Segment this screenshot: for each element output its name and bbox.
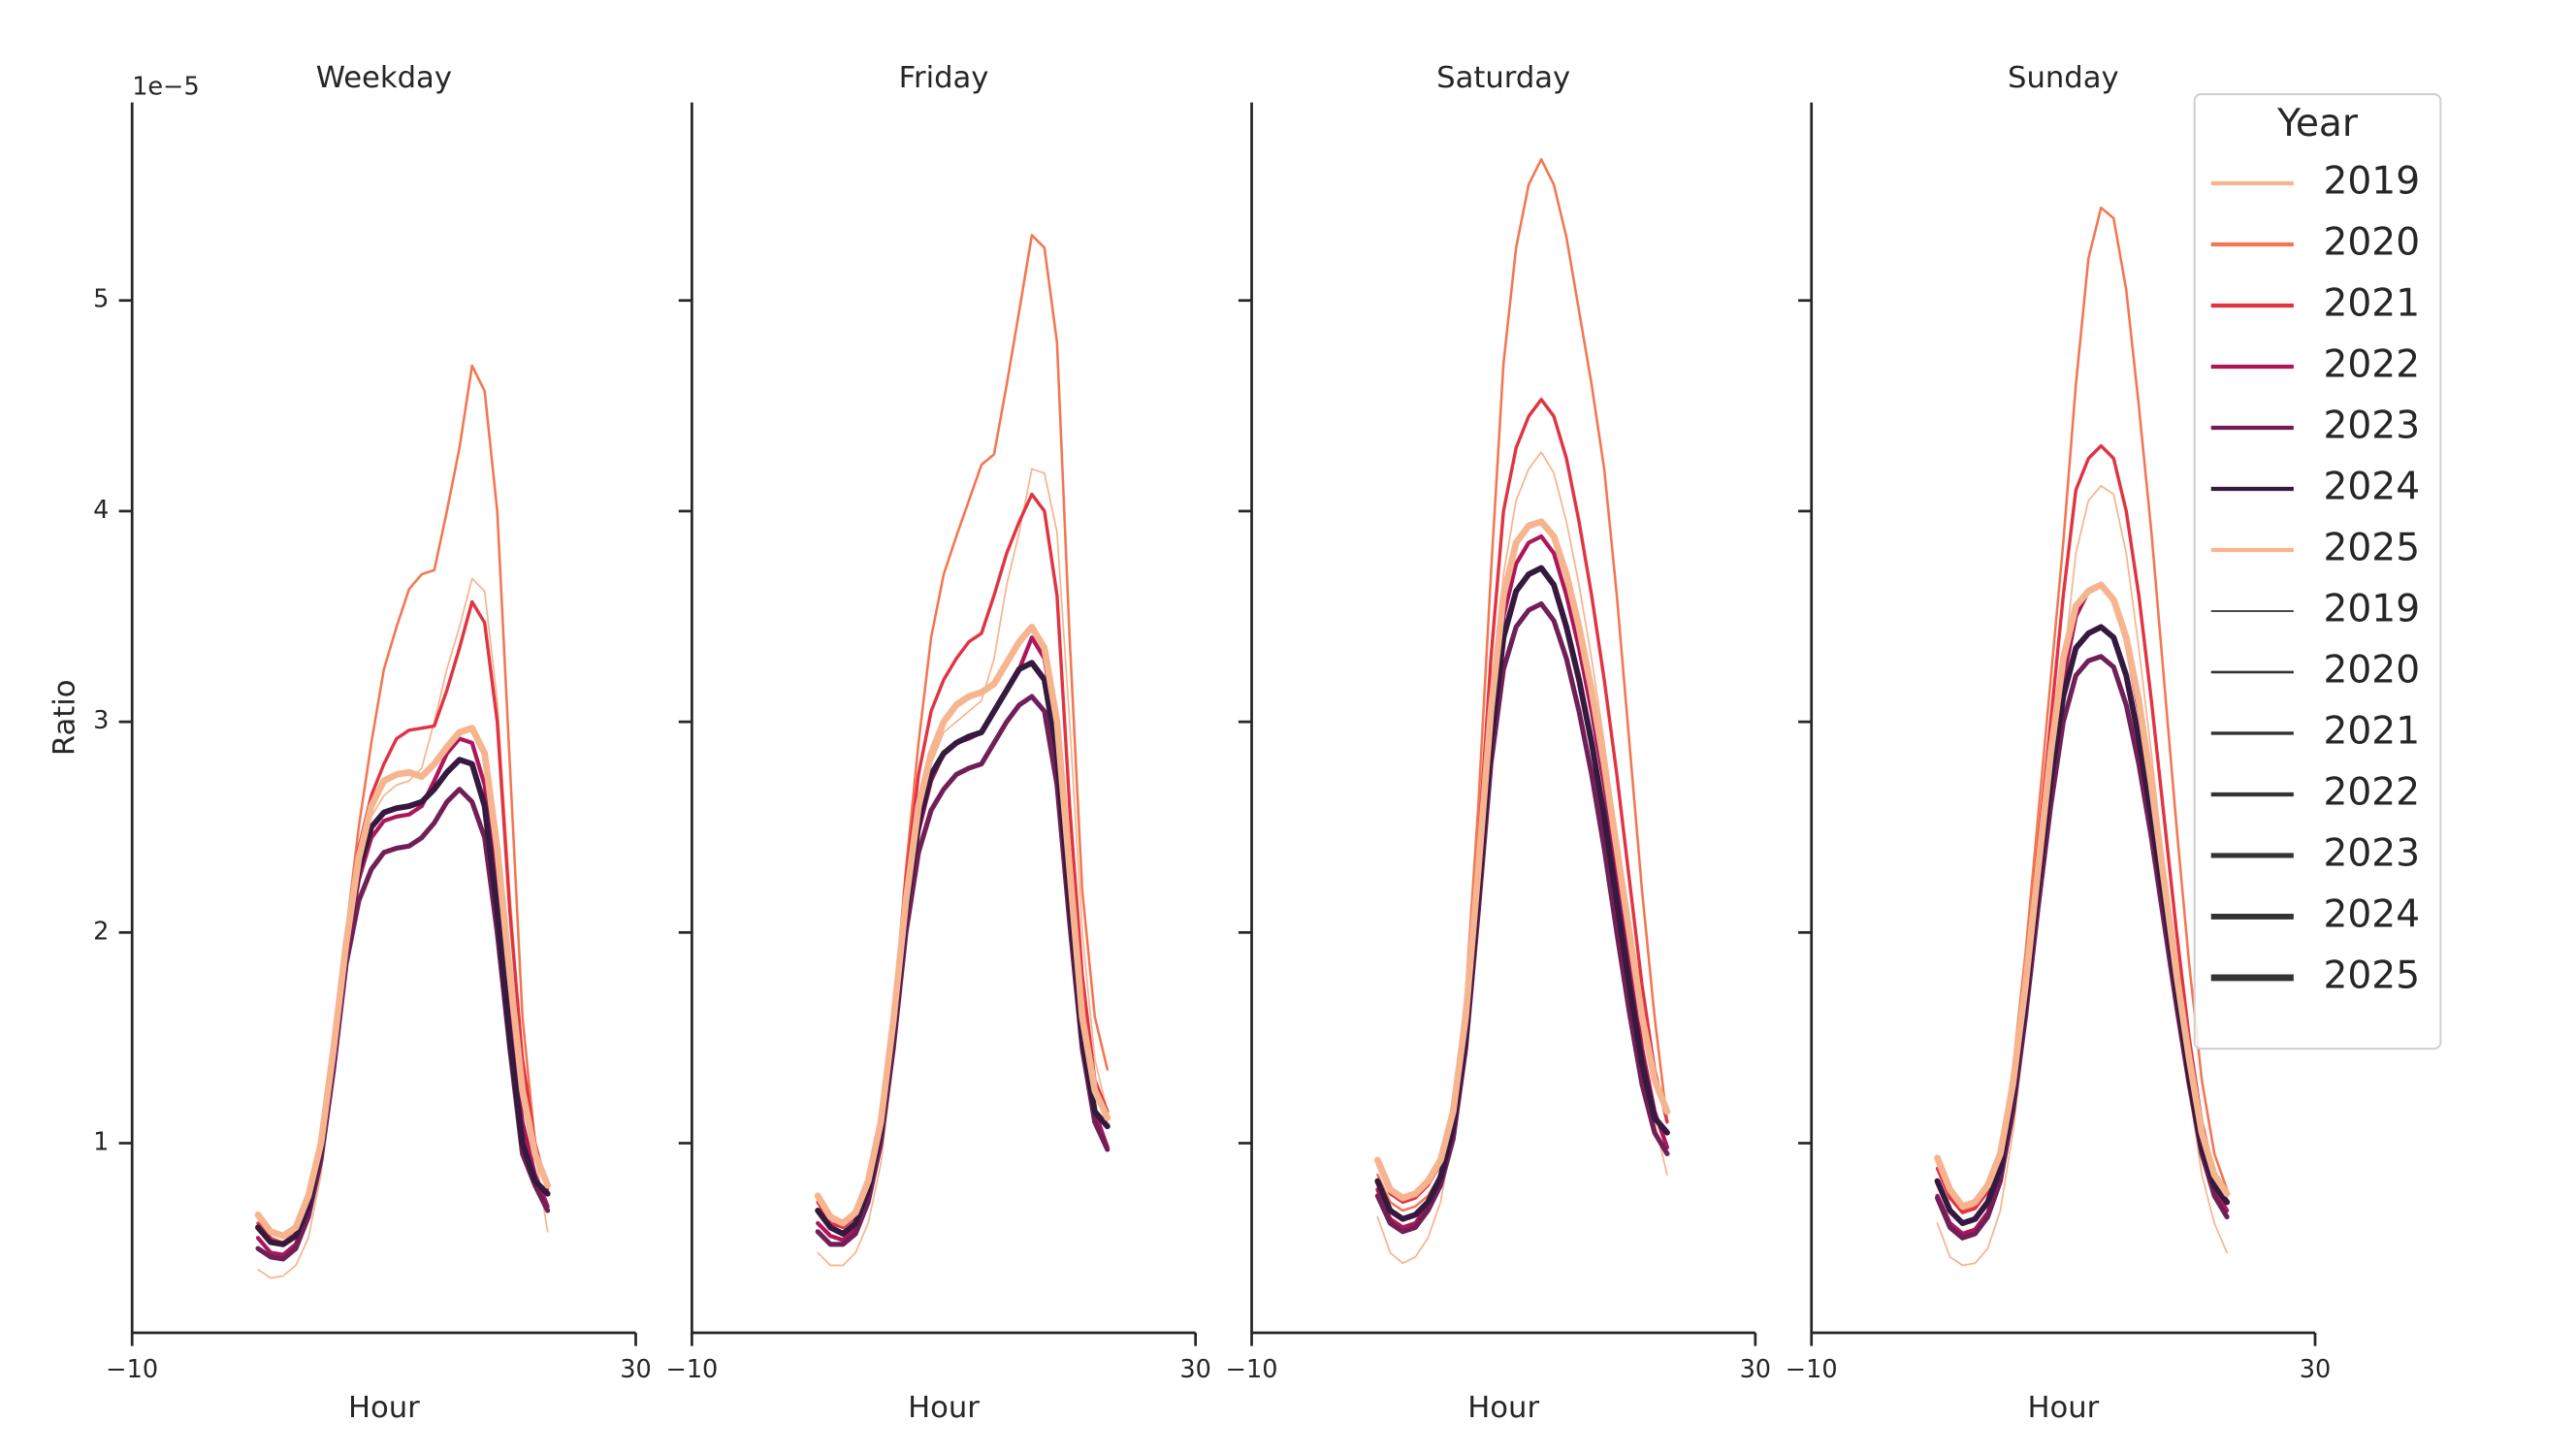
- legend-box: [2193, 93, 2442, 1051]
- x-axis-label: Hour: [908, 1391, 980, 1425]
- data-line: [1934, 581, 2231, 1211]
- data-line: [255, 757, 551, 1247]
- y-offset-label: 1e−5: [132, 72, 200, 101]
- data-line: [817, 468, 1109, 1267]
- data-line: [1376, 157, 1669, 1212]
- y-tick-label: 1: [93, 1128, 109, 1157]
- x-axis-label: Hour: [1467, 1391, 1539, 1425]
- x-tick-label: −10: [1226, 1355, 1278, 1384]
- data-line: [254, 725, 552, 1240]
- data-line: [1374, 565, 1670, 1222]
- y-axis-label: Ratio: [48, 679, 82, 756]
- data-line: [815, 660, 1111, 1237]
- x-tick-label: −10: [1786, 1355, 1838, 1384]
- legend-label: 2019: [2324, 160, 2421, 204]
- legend-size-label: 2019: [2324, 587, 2421, 630]
- legend-size-label: 2021: [2324, 709, 2421, 753]
- legend-label: 2020: [2324, 221, 2421, 265]
- data-line: [1375, 534, 1670, 1230]
- data-line: [1374, 600, 1670, 1235]
- y-tick-label: 2: [93, 917, 109, 946]
- legend-size-label: 2020: [2324, 648, 2421, 692]
- data-line: [1375, 398, 1669, 1205]
- legend-label: 2023: [2324, 404, 2421, 447]
- legend-label: 2021: [2324, 281, 2421, 325]
- data-line: [1935, 443, 2229, 1214]
- panel-title: Sunday: [2008, 61, 2119, 95]
- x-tick-label: −10: [106, 1355, 158, 1384]
- x-tick-label: 30: [620, 1355, 651, 1384]
- data-line: [255, 787, 551, 1262]
- legend-label: 2025: [2324, 526, 2421, 569]
- legend-size-label: 2022: [2324, 770, 2421, 814]
- y-tick-label: 3: [93, 706, 109, 735]
- panel-title: Saturday: [1436, 61, 1570, 95]
- legend-size-label: 2023: [2324, 831, 2421, 875]
- x-tick-label: −10: [665, 1355, 718, 1384]
- legend-title: Year: [2276, 102, 2359, 146]
- x-axis-label: Hour: [2027, 1391, 2099, 1425]
- data-line: [814, 623, 1111, 1227]
- data-line: [1373, 518, 1671, 1202]
- x-tick-label: 30: [1179, 1355, 1210, 1384]
- panel-title: Friday: [899, 61, 989, 95]
- x-axis-label: Hour: [348, 1391, 420, 1425]
- x-tick-label: 30: [1740, 1355, 1771, 1384]
- legend-size-label: 2024: [2324, 892, 2421, 936]
- panel-title: Weekday: [316, 61, 452, 95]
- legend-size-label: 2025: [2324, 954, 2421, 997]
- legend-label: 2024: [2324, 465, 2421, 508]
- y-tick-label: 4: [93, 496, 109, 525]
- data-line: [1376, 451, 1668, 1265]
- data-line: [1934, 624, 2231, 1227]
- legend-label: 2022: [2324, 342, 2421, 386]
- x-tick-label: 30: [2300, 1355, 2331, 1384]
- data-line: [1934, 654, 2230, 1241]
- y-tick-label: 5: [93, 285, 109, 314]
